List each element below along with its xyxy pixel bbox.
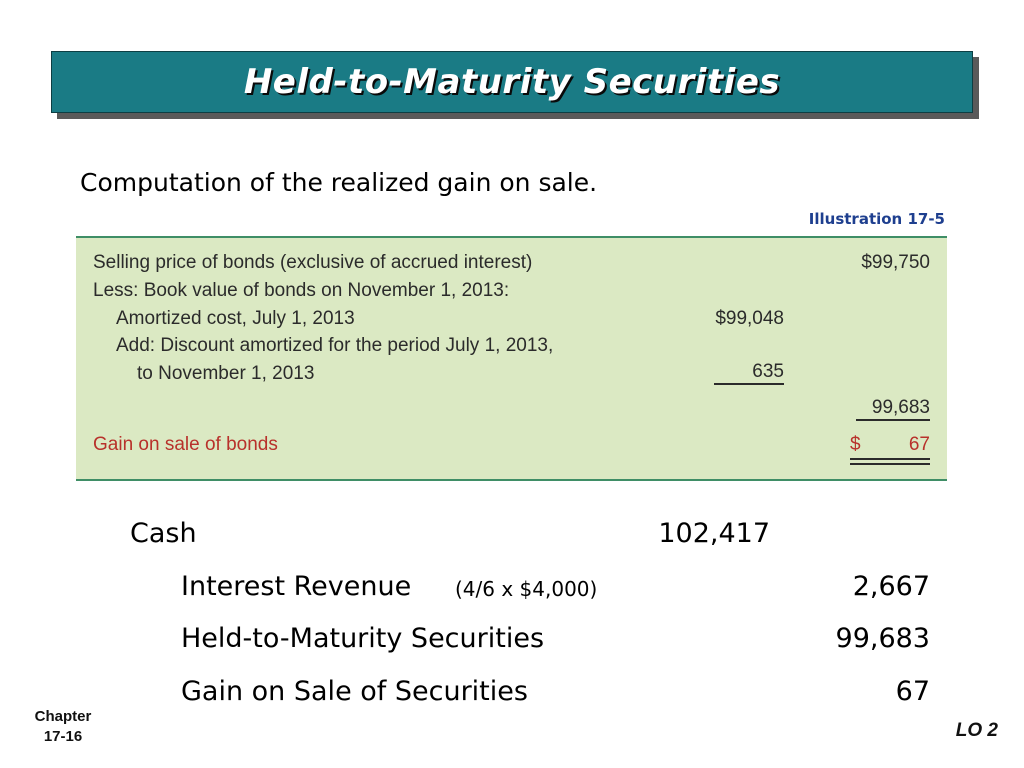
slide-title: Held-to-Maturity Securities bbox=[243, 62, 781, 102]
chapter-page: 17-16 bbox=[43, 728, 83, 745]
journal-gain-label: Gain on Sale of Securities bbox=[181, 676, 528, 707]
chapter-footer: Chapter 17-16 bbox=[28, 707, 98, 747]
selling-price-row: Selling price of bonds (exclusive of acc… bbox=[76, 250, 947, 276]
gain-amount: $ 67 bbox=[850, 432, 930, 458]
journal-cash-debit: 102,417 bbox=[658, 518, 770, 549]
book-value-total-row: 99,683 bbox=[76, 397, 947, 423]
add-discount-label-line2: to November 1, 2013 bbox=[137, 363, 315, 384]
add-discount-row-2: to November 1, 2013 635 bbox=[76, 361, 947, 387]
journal-interest-credit: 2,667 bbox=[852, 571, 930, 602]
add-discount-label-line1: Add: Discount amortized for the period J… bbox=[116, 335, 554, 356]
less-book-value-label: Less: Book value of bonds on November 1,… bbox=[93, 280, 510, 301]
computation-box: Selling price of bonds (exclusive of acc… bbox=[76, 236, 947, 481]
selling-price-label: Selling price of bonds (exclusive of acc… bbox=[93, 252, 533, 273]
amortized-cost-label: Amortized cost, July 1, 2013 bbox=[116, 308, 355, 329]
illustration-label: Illustration 17-5 bbox=[808, 210, 945, 228]
selling-price-value: $99,750 bbox=[861, 252, 930, 273]
amortized-cost-row: Amortized cost, July 1, 2013 $99,048 bbox=[76, 306, 947, 332]
gain-currency: $ bbox=[850, 434, 861, 455]
journal-interest-label: Interest Revenue bbox=[181, 571, 412, 602]
chapter-label: Chapter bbox=[34, 708, 92, 725]
journal-htm-credit: 99,683 bbox=[835, 623, 930, 654]
book-value-total: 99,683 bbox=[855, 397, 930, 421]
less-book-value-row: Less: Book value of bonds on November 1,… bbox=[76, 278, 947, 304]
journal-cash-label: Cash bbox=[130, 518, 197, 549]
gain-row: Gain on sale of bonds $ 67 bbox=[76, 432, 947, 458]
learning-objective: LO 2 bbox=[955, 720, 998, 741]
add-discount-row: Add: Discount amortized for the period J… bbox=[76, 333, 947, 359]
intro-text: Computation of the realized gain on sale… bbox=[80, 168, 598, 197]
journal-gain-credit: 67 bbox=[895, 676, 930, 707]
add-discount-value: 635 bbox=[714, 361, 784, 385]
gain-label: Gain on sale of bonds bbox=[93, 434, 278, 455]
journal-interest-note: (4/6 x $4,000) bbox=[455, 577, 598, 601]
double-underline-top bbox=[850, 458, 930, 460]
journal-htm-label: Held-to-Maturity Securities bbox=[181, 623, 545, 654]
gain-value: 67 bbox=[908, 434, 930, 455]
amortized-cost-value: $99,048 bbox=[715, 308, 784, 329]
double-underline-bottom bbox=[850, 463, 930, 465]
title-banner: Held-to-Maturity Securities bbox=[51, 51, 973, 113]
